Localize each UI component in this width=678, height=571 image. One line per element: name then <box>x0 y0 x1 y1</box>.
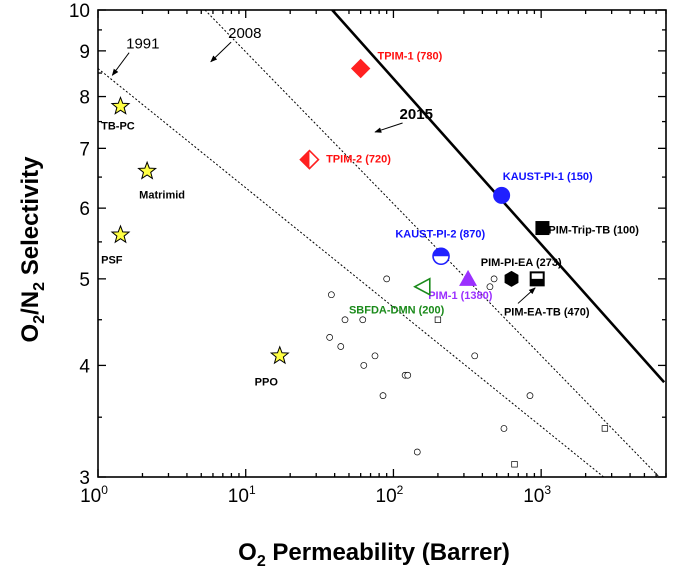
square-fill-half <box>530 278 544 286</box>
triangle-shape <box>459 269 478 286</box>
background-point <box>328 291 335 299</box>
background-point <box>341 316 349 324</box>
hexagon-shape <box>504 270 519 287</box>
y-axis-title: O2/N2 Selectivity <box>17 156 48 343</box>
pim-ea-tb-470-label: PIM-EA-TB (470) <box>504 306 590 318</box>
upper-bound-label-1991: 1991 <box>126 36 159 53</box>
background-point <box>490 275 498 283</box>
upper-bound-label-2008: 2008 <box>228 25 261 42</box>
star-shape <box>110 95 131 115</box>
plot-clip-group <box>98 10 666 477</box>
kaust-pi-1-150-marker <box>493 186 511 204</box>
pim-trip-tb-100-label: PIM-Trip-TB (100) <box>548 225 639 237</box>
upper-bound-1991 <box>98 68 604 477</box>
tpim-2-720-label: TPIM-2 (720) <box>326 153 391 165</box>
background-point-square <box>511 461 518 468</box>
tpim-1-780-marker <box>350 58 371 79</box>
matrimid-label: Matrimid <box>139 190 185 202</box>
x-tick-label: 101 <box>228 483 256 507</box>
background-point <box>337 343 345 350</box>
diamond-shape <box>350 58 371 79</box>
psf-marker <box>110 224 131 244</box>
kaust-pi-2-870-label: KAUST-PI-2 (870) <box>395 229 485 241</box>
circle-fill-half <box>433 248 450 257</box>
sbfda-dmn-200-marker <box>413 277 431 297</box>
background-point <box>413 448 421 456</box>
square-shape <box>535 221 550 236</box>
x-axis-title: O2 Permeability (Barrer) <box>238 539 510 570</box>
x-tick-label: 102 <box>376 483 404 507</box>
kaust-pi-1-150-label: KAUST-PI-1 (150) <box>503 171 593 183</box>
y-tick-label: 10 <box>69 1 90 22</box>
pim-ea-tb-470-marker <box>529 271 545 287</box>
upper-bound-label-2015: 2015 <box>400 106 433 123</box>
upper-bound-arrow-1991 <box>111 52 130 76</box>
y-tick-label: 8 <box>79 88 90 109</box>
y-tick-label: 5 <box>79 270 90 291</box>
circle-shape <box>493 186 511 204</box>
background-point <box>404 371 412 379</box>
tpim-2-720-marker <box>299 149 320 170</box>
y-tick-label: 7 <box>79 139 90 160</box>
y-tick-label: 9 <box>79 42 90 63</box>
pim-pi-ea-273-marker <box>504 270 519 287</box>
pim-1-1380-marker <box>459 269 478 286</box>
plot-area: 100 101 102 103 3 4 5 6 7 8 9 10 O2 Permeability (Ba… <box>17 1 667 570</box>
background-point-square <box>434 316 442 323</box>
tb-pc-marker <box>110 95 131 115</box>
psf-label: PSF <box>101 255 123 267</box>
upper-bound-arrow-2015 <box>374 122 403 133</box>
triangle-left-shape <box>413 277 431 297</box>
ppo-marker <box>269 345 290 365</box>
pim-1-1380-label: PIM-1 (1380) <box>428 290 493 302</box>
background-point <box>526 392 534 400</box>
y-tick-label: 3 <box>79 468 90 489</box>
y-tick-label: 4 <box>79 356 90 377</box>
background-point <box>486 283 494 291</box>
background-point <box>371 352 379 360</box>
matrimid-marker <box>137 160 158 180</box>
pim-trip-tb-100-marker <box>535 221 550 236</box>
background-point <box>500 425 508 432</box>
background-point <box>359 316 367 324</box>
upper-bound-arrow-2008 <box>210 41 232 63</box>
background-point <box>360 362 368 369</box>
background-point-square <box>601 425 609 432</box>
background-point <box>383 275 391 283</box>
tb-pc-label: TB-PC <box>101 120 135 132</box>
star-shape <box>137 160 158 180</box>
sbfda-dmn-200-label: SBFDA-DMN (200) <box>349 305 445 317</box>
star-shape <box>269 345 290 365</box>
background-point <box>379 392 387 400</box>
tpim-1-780-label: TPIM-1 (780) <box>378 51 443 63</box>
background-point <box>326 334 334 341</box>
x-tick-label: 100 <box>80 483 108 507</box>
pim-pi-ea-273-label: PIM-PI-EA (273) <box>481 257 562 269</box>
ppo-label: PPO <box>255 376 279 388</box>
pim-ea-tb-470-arrow <box>517 287 536 304</box>
plot-frame <box>97 9 667 478</box>
x-tick-label: 103 <box>523 483 551 507</box>
diamond-fill-half <box>300 150 310 169</box>
star-shape <box>110 224 131 244</box>
upper-bound-2008 <box>204 10 660 477</box>
y-tick-label: 6 <box>79 199 90 220</box>
background-point <box>471 352 479 360</box>
kaust-pi-2-870-marker <box>432 247 450 266</box>
